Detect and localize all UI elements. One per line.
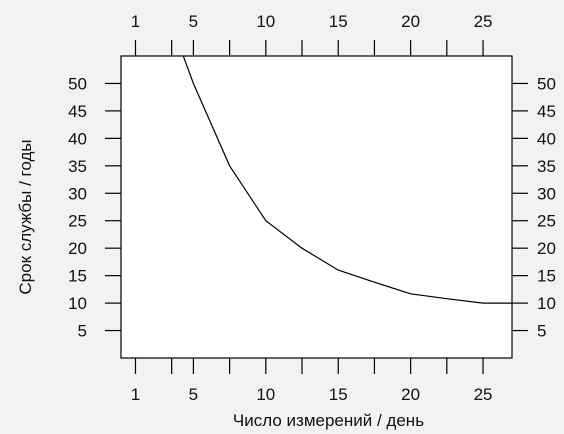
y-tick-label-left: 45	[68, 102, 87, 121]
y-tick-label-right: 35	[537, 157, 556, 176]
y-tick-label-right: 5	[537, 322, 546, 341]
series-line	[182, 55, 512, 304]
x-tick-label-top: 5	[189, 12, 198, 31]
y-tick-label-right: 45	[537, 102, 556, 121]
x-tick-label-bottom: 20	[401, 385, 420, 404]
y-tick-label-left: 50	[68, 74, 87, 93]
tick-marks	[105, 40, 528, 374]
x-tick-label-bottom: 25	[474, 385, 493, 404]
x-tick-label-top: 15	[329, 12, 348, 31]
y-tick-label-right: 10	[537, 294, 556, 313]
plot-frame	[120, 55, 513, 359]
x-tick-label-bottom: 15	[329, 385, 348, 404]
y-tick-label-left: 5	[78, 322, 87, 341]
y-tick-label-left: 35	[68, 157, 87, 176]
y-tick-label-left: 20	[68, 239, 87, 258]
y-tick-label-left: 10	[68, 294, 87, 313]
x-tick-label-top: 25	[474, 12, 493, 31]
y-axis-label: Срок службы / годы	[16, 139, 35, 294]
plot-area	[121, 56, 512, 358]
y-tick-label-right: 20	[537, 239, 556, 258]
y-tick-label-left: 30	[68, 184, 87, 203]
x-tick-label-top: 10	[256, 12, 275, 31]
x-tick-label-top: 1	[131, 12, 140, 31]
x-tick-label-bottom: 5	[189, 385, 198, 404]
y-tick-label-right: 25	[537, 212, 556, 231]
y-tick-label-left: 40	[68, 129, 87, 148]
y-tick-label-right: 50	[537, 74, 556, 93]
x-tick-label-bottom: 10	[256, 385, 275, 404]
y-tick-label-left: 15	[68, 267, 87, 286]
y-tick-label-right: 15	[537, 267, 556, 286]
y-tick-label-left: 25	[68, 212, 87, 231]
y-tick-label-right: 30	[537, 184, 556, 203]
x-tick-label-bottom: 1	[131, 385, 140, 404]
x-axis-label: Число измерений / день	[233, 411, 424, 430]
x-tick-label-top: 20	[401, 12, 420, 31]
y-tick-label-right: 40	[537, 129, 556, 148]
